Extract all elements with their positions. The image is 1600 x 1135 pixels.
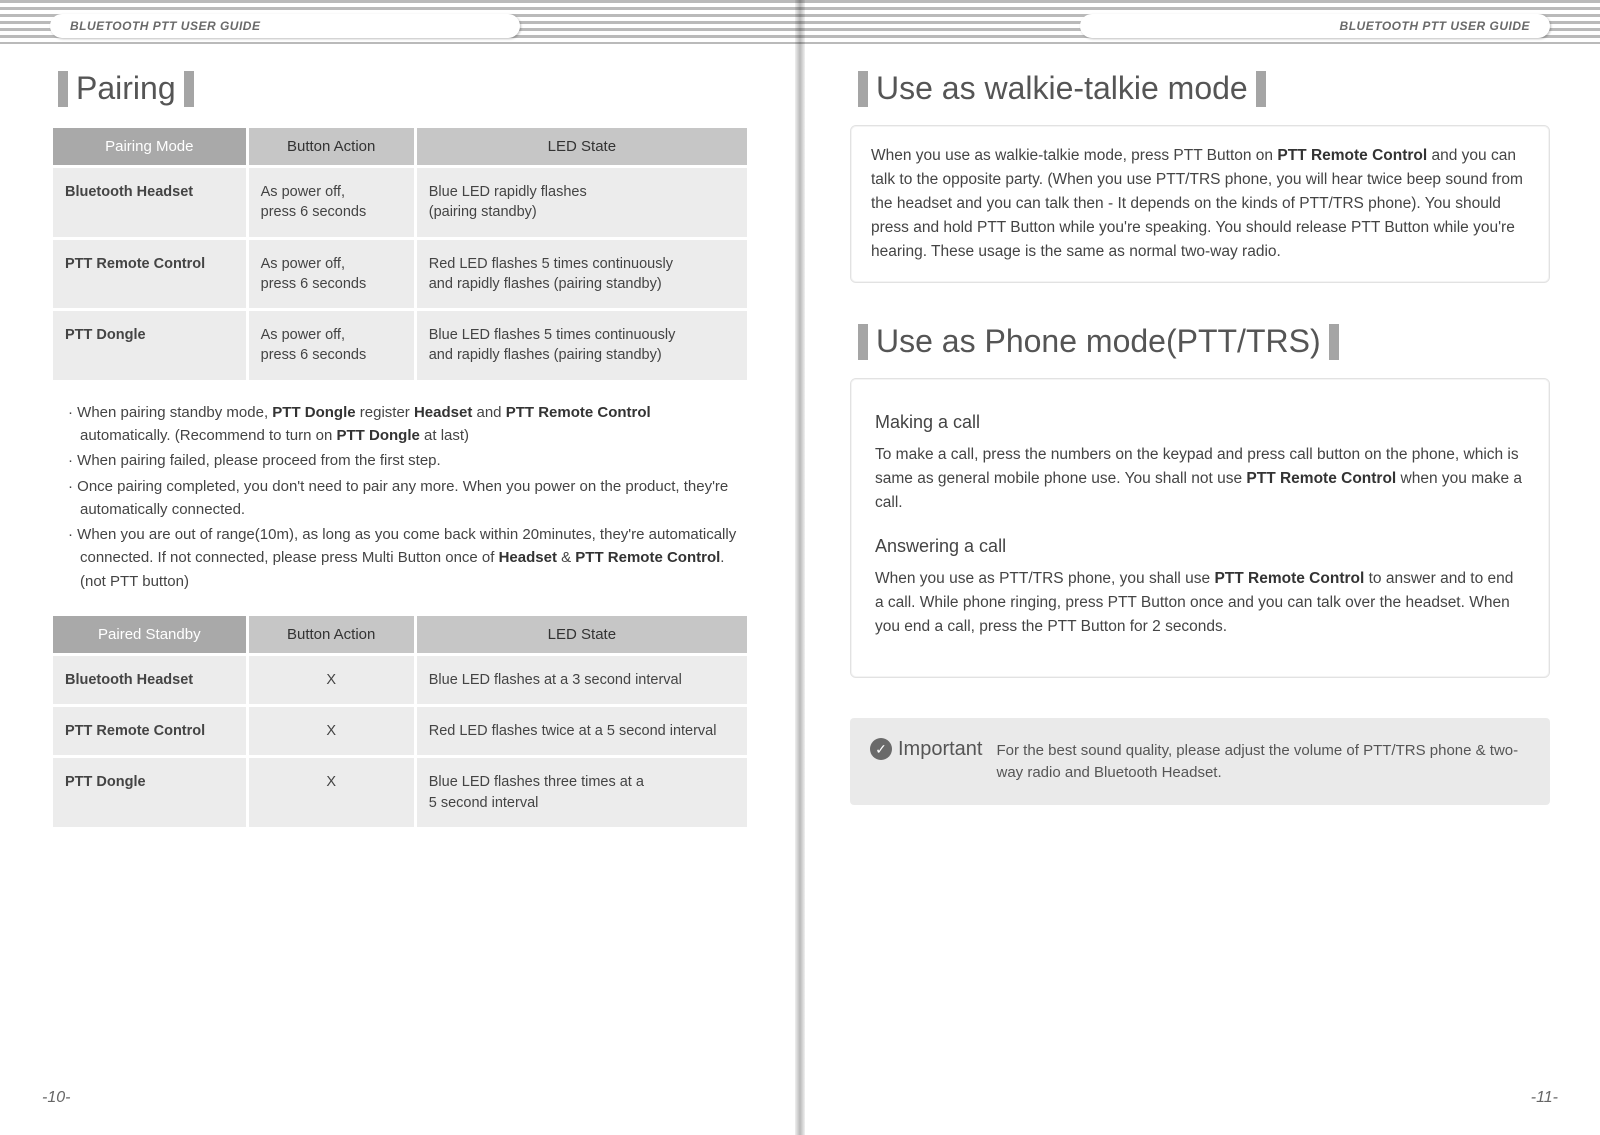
accent-bar-icon (858, 71, 868, 107)
table-row: Bluetooth HeadsetXBlue LED flashes at a … (53, 656, 747, 704)
button-action: As power off,press 6 seconds (249, 240, 414, 309)
accent-bar-icon (1329, 324, 1339, 360)
making-call-heading: Making a call (875, 409, 1525, 437)
title-text: Use as Phone mode(PTT/TRS) (876, 323, 1321, 360)
page-number: -10- (42, 1089, 70, 1107)
section-title-pairing: Pairing (50, 70, 750, 107)
note-item: · Once pairing completed, you don't need… (68, 475, 744, 522)
accent-bar-icon (58, 71, 68, 107)
table-row: PTT DongleXBlue LED flashes three times … (53, 758, 747, 827)
important-callout: ✓ Important For the best sound quality, … (850, 718, 1550, 805)
pairing-mode-body: Bluetooth HeadsetAs power off,press 6 se… (53, 168, 747, 380)
col-button-action: Button Action (249, 128, 414, 165)
button-action: X (249, 707, 414, 755)
header-tab-left: BLUETOOTH PTT USER GUIDE (50, 14, 520, 38)
section-title-phone: Use as Phone mode(PTT/TRS) (850, 323, 1550, 360)
note-item: · When pairing standby mode, PTT Dongle … (68, 401, 744, 448)
table-row: PTT DongleAs power off,press 6 secondsBl… (53, 311, 747, 380)
header-tab-right: BLUETOOTH PTT USER GUIDE (1080, 14, 1550, 38)
device-name: PTT Dongle (53, 758, 246, 827)
table-row: PTT Remote ControlAs power off,press 6 s… (53, 240, 747, 309)
title-text: Use as walkie-talkie mode (876, 70, 1248, 107)
note-item: · When you are out of range(10m), as lon… (68, 523, 744, 593)
page-left: BLUETOOTH PTT USER GUIDE Pairing Pairing… (0, 0, 800, 1135)
button-action: As power off,press 6 seconds (249, 311, 414, 380)
device-name: PTT Remote Control (53, 707, 246, 755)
page-right: BLUETOOTH PTT USER GUIDE Use as walkie-t… (800, 0, 1600, 1135)
led-state: Blue LED flashes at a 3 second interval (417, 656, 747, 704)
pairing-mode-table: Pairing Mode Button Action LED State Blu… (50, 125, 750, 383)
device-name: PTT Remote Control (53, 240, 246, 309)
section-title-walkie: Use as walkie-talkie mode (850, 70, 1550, 107)
device-name: Bluetooth Headset (53, 656, 246, 704)
accent-bar-icon (184, 71, 194, 107)
accent-bar-icon (858, 324, 868, 360)
important-label-text: Important (898, 738, 982, 761)
device-name: Bluetooth Headset (53, 168, 246, 237)
col-paired-standby: Paired Standby (53, 616, 246, 653)
table-row: Bluetooth HeadsetAs power off,press 6 se… (53, 168, 747, 237)
paired-standby-table: Paired Standby Button Action LED State B… (50, 613, 750, 830)
led-state: Red LED flashes 5 times continuouslyand … (417, 240, 747, 309)
check-icon: ✓ (870, 738, 892, 760)
col-button-action: Button Action (249, 616, 414, 653)
button-action: X (249, 656, 414, 704)
table-row: PTT Remote ControlXRed LED flashes twice… (53, 707, 747, 755)
walkie-description-box: When you use as walkie-talkie mode, pres… (850, 125, 1550, 283)
accent-bar-icon (1256, 71, 1266, 107)
col-pairing-mode: Pairing Mode (53, 128, 246, 165)
title-text: Pairing (76, 70, 176, 107)
col-led-state: LED State (417, 128, 747, 165)
led-state: Red LED flashes twice at a 5 second inte… (417, 707, 747, 755)
col-led-state: LED State (417, 616, 747, 653)
answering-call-heading: Answering a call (875, 533, 1525, 561)
note-item: · When pairing failed, please proceed fr… (68, 449, 744, 472)
led-state: Blue LED flashes three times at a5 secon… (417, 758, 747, 827)
making-call-body: To make a call, press the numbers on the… (875, 443, 1525, 515)
pairing-notes: · When pairing standby mode, PTT Dongle … (50, 397, 750, 613)
device-name: PTT Dongle (53, 311, 246, 380)
paired-standby-body: Bluetooth HeadsetXBlue LED flashes at a … (53, 656, 747, 827)
button-action: As power off,press 6 seconds (249, 168, 414, 237)
important-text: For the best sound quality, please adjus… (996, 738, 1530, 785)
answering-call-body: When you use as PTT/TRS phone, you shall… (875, 567, 1525, 639)
phone-mode-box: Making a call To make a call, press the … (850, 378, 1550, 678)
page-number: -11- (1531, 1089, 1558, 1107)
important-label: ✓ Important (870, 738, 982, 761)
led-state: Blue LED flashes 5 times continuouslyand… (417, 311, 747, 380)
led-state: Blue LED rapidly flashes(pairing standby… (417, 168, 747, 237)
button-action: X (249, 758, 414, 827)
